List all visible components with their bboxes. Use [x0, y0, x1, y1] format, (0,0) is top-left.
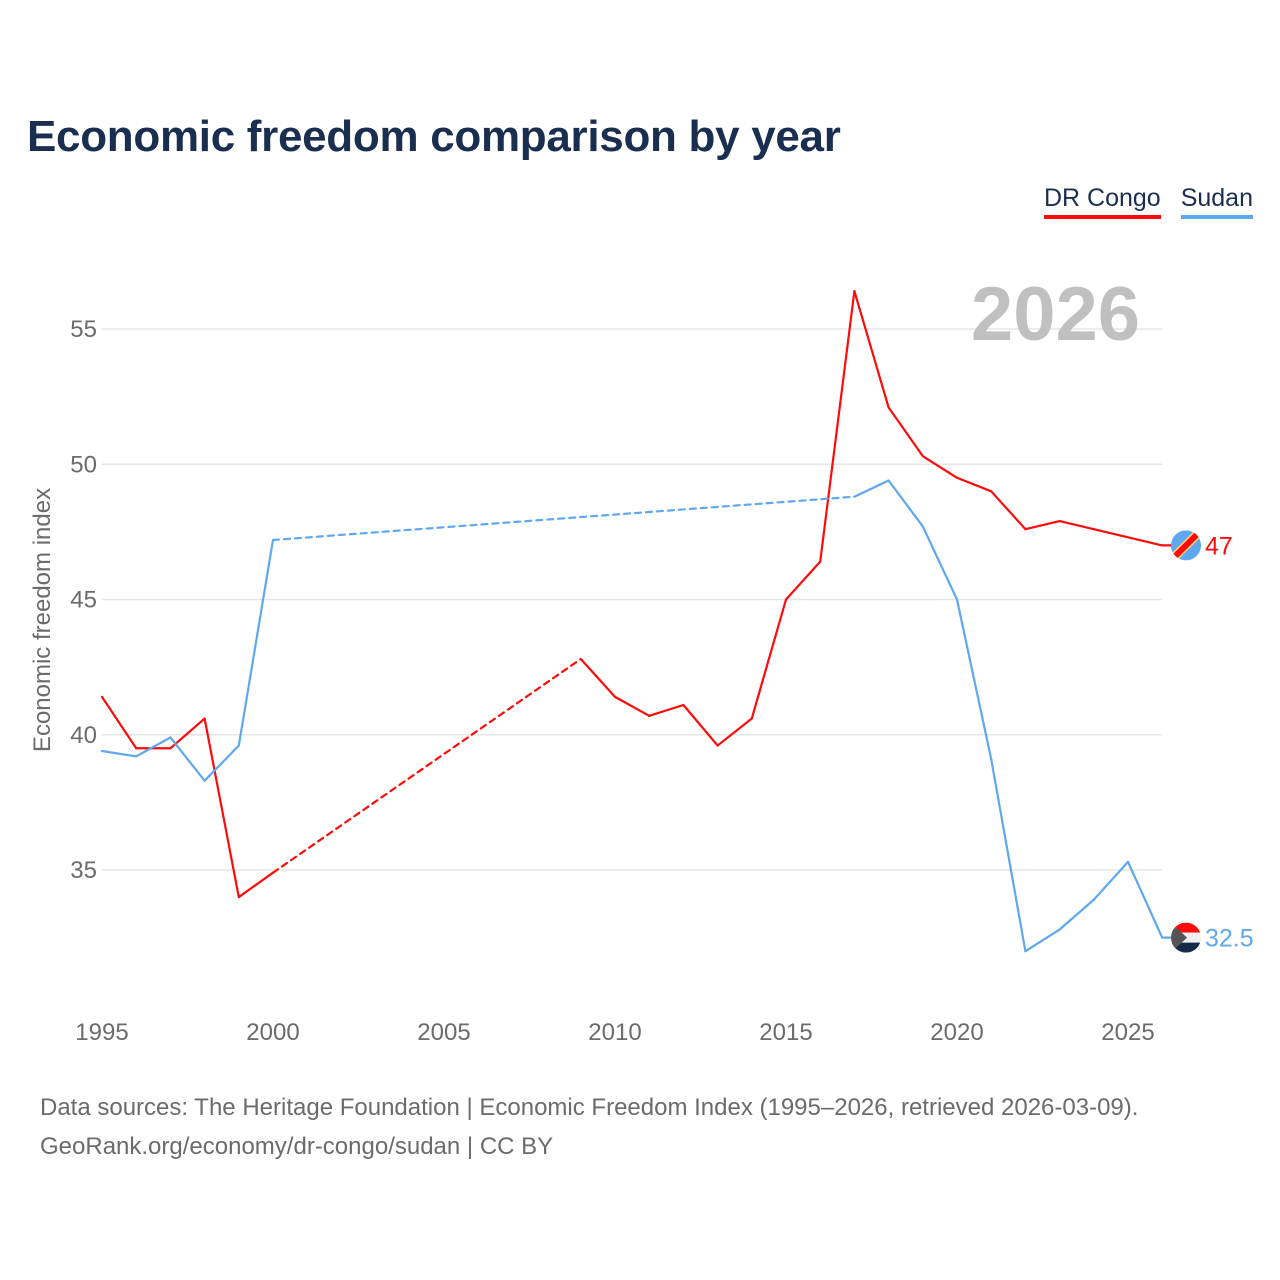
x-tick-label: 2025: [1101, 1019, 1154, 1046]
y-tick-label: 35: [70, 857, 97, 884]
series-segment-dr-congo: [1058, 519, 1095, 531]
dr-congo-flag-icon: [1171, 530, 1201, 561]
series-segment-dr-congo: [271, 657, 582, 874]
sudan-flag-icon: [1171, 922, 1201, 953]
series-segment-dr-congo: [784, 560, 822, 601]
series-segment-dr-congo: [819, 290, 856, 563]
series-segment-dr-congo: [853, 290, 890, 409]
series-segment-sudan: [990, 757, 1027, 953]
x-tick-label: 2020: [930, 1019, 983, 1046]
series-segment-sudan: [955, 598, 993, 761]
y-tick-label: 50: [70, 451, 97, 478]
series-segment-dr-congo: [579, 657, 617, 698]
series-segment-sudan: [1126, 860, 1164, 939]
series-segment-dr-congo: [648, 703, 685, 717]
series-segment-dr-congo: [237, 871, 275, 899]
series-segment-sudan: [887, 479, 924, 528]
series-segment-sudan: [237, 538, 275, 747]
series-segment-sudan: [1058, 898, 1095, 931]
series-segment-dr-congo: [955, 476, 993, 493]
x-tick-label: 2000: [246, 1019, 299, 1046]
x-tick-label: 2015: [759, 1019, 812, 1046]
x-tick-label: 2005: [417, 1019, 470, 1046]
series-segment-dr-congo: [203, 717, 240, 899]
series-segment-dr-congo: [1024, 519, 1061, 531]
series-segment-dr-congo: [1126, 536, 1164, 547]
chart-title: Economic freedom comparison by year: [27, 112, 841, 161]
series-segment-sudan: [271, 495, 856, 542]
series-segment-dr-congo: [682, 703, 719, 747]
series-segment-sudan: [203, 744, 240, 782]
series-segment-sudan: [921, 525, 959, 601]
series-segment-sudan: [169, 736, 206, 782]
series-segment-dr-congo: [921, 455, 959, 479]
series-segment-sudan: [135, 736, 172, 758]
y-tick-label: 40: [70, 722, 97, 749]
year-watermark: 2026: [971, 272, 1140, 357]
series-segment-dr-congo: [100, 695, 138, 750]
source-line-2[interactable]: GeoRank.org/economy/dr-congo/sudan | CC …: [40, 1133, 554, 1160]
series-segment-dr-congo: [613, 695, 651, 717]
series-segment-sudan: [853, 479, 890, 498]
series-segment-dr-congo: [887, 406, 924, 458]
x-tick-label: 2010: [588, 1019, 641, 1046]
series-segment-dr-congo: [716, 717, 753, 747]
series-segment-dr-congo: [750, 598, 788, 720]
legend-item-sudan[interactable]: Sudan: [1180, 184, 1253, 219]
y-tick-label: 55: [70, 316, 97, 343]
series-segment-sudan: [1092, 860, 1130, 901]
end-value-label: 47: [1205, 532, 1233, 560]
x-tick-label: 1995: [75, 1019, 128, 1046]
series-segment-dr-congo: [1092, 528, 1130, 539]
y-axis-label: Economic freedom index: [29, 488, 56, 752]
source-note: Data sources: The Heritage Foundation | …: [40, 1088, 1138, 1166]
y-tick-label: 45: [70, 587, 97, 614]
legend-item-dr-congo[interactable]: DR Congo: [1043, 184, 1161, 219]
source-line-1: Data sources: The Heritage Foundation | …: [40, 1094, 1139, 1121]
end-value-label: 32.5: [1205, 925, 1254, 953]
legend: DR Congo Sudan: [1043, 184, 1253, 219]
series-segment-dr-congo: [990, 490, 1027, 531]
series-segment-sudan: [100, 749, 138, 758]
series-segment-sudan: [1024, 928, 1061, 953]
